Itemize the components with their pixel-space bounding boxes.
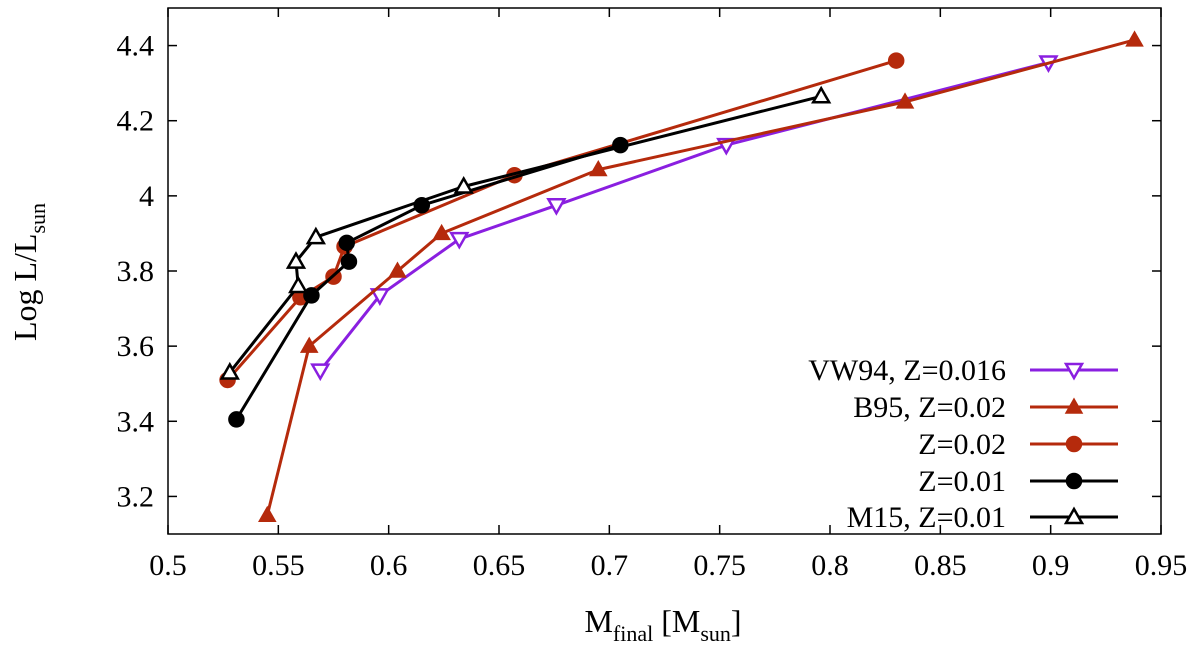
plot-frame (167, 7, 1162, 535)
data-point (285, 251, 307, 269)
data-point (340, 253, 358, 270)
y-axis-title: Log L/Lsun (7, 203, 50, 341)
data-point (1125, 30, 1144, 47)
data-point (449, 231, 470, 250)
x-tick-label: 0.6 (370, 549, 408, 582)
x-tick-label: 0.7 (591, 549, 629, 582)
legend-label: VW94, Z=0.016 (808, 354, 1006, 387)
legend-marker (1063, 362, 1085, 381)
y-tick-label: 3.6 (117, 330, 155, 363)
plot-area (167, 7, 1162, 535)
data-point (228, 411, 245, 428)
legend-label: B95, Z=0.02 (853, 391, 1006, 424)
data-point (338, 234, 355, 252)
y-tick-label: 3.4 (117, 405, 155, 438)
legend-marker (1065, 472, 1083, 490)
series-layer (219, 30, 1144, 522)
y-tick-label: 4.2 (117, 105, 155, 138)
series-line (226, 59, 897, 381)
data-point (310, 363, 331, 382)
ticks-layer: 0.5 0.55 0.6 0.65 0.7 0.75 0.8 0.85 0.9 0.95 3.2 3.… (117, 8, 1188, 582)
legend-item: Z=0.01 (918, 465, 1118, 498)
legend-label: Z=0.02 (918, 428, 1006, 461)
x-tick-label: 0.8 (811, 549, 849, 582)
data-point (453, 175, 474, 194)
x-tick-label: 0.65 (473, 549, 526, 582)
series-0 (310, 55, 1059, 382)
x-tick-label: 0.85 (914, 549, 967, 582)
data-point (388, 261, 407, 278)
data-point (895, 92, 915, 109)
legend-item: Z=0.02 (918, 428, 1118, 461)
data-point (546, 198, 567, 216)
y-tick-label: 4.4 (117, 30, 155, 63)
data-point (589, 160, 608, 177)
series-line (228, 94, 822, 374)
x-tick-label: 0.9 (1032, 549, 1070, 582)
series-2 (219, 52, 905, 389)
data-point (219, 361, 240, 380)
data-point (432, 223, 451, 241)
data-point (305, 226, 327, 245)
x-tick-label: 0.95 (1135, 549, 1188, 582)
series-1 (258, 30, 1144, 522)
x-tick-label: 0.5 (149, 549, 187, 582)
y-tick-label: 3.8 (117, 255, 155, 288)
data-point (369, 288, 390, 306)
legend-item: VW94, Z=0.016 (808, 354, 1118, 387)
legend-label: Z=0.01 (918, 465, 1006, 498)
series-4 (219, 85, 832, 380)
series-line (235, 143, 621, 421)
data-point (299, 336, 319, 353)
legend-marker (1064, 397, 1084, 414)
legend-item: B95, Z=0.02 (853, 391, 1118, 424)
legend-marker (1063, 506, 1085, 525)
legend: VW94, Z=0.016 B95, Z=0.02 Z=0.02 Z=0.01M15,… (808, 354, 1118, 534)
data-point (258, 505, 277, 522)
legend-marker (1065, 435, 1083, 453)
x-axis-title: Mfinal [Msun] (584, 603, 741, 645)
legend-label: M15, Z=0.01 (847, 501, 1006, 534)
x-tick-label: 0.75 (693, 549, 746, 582)
legend-item: M15, Z=0.01 (847, 501, 1118, 534)
y-tick-label: 4 (139, 180, 154, 213)
series-line (319, 61, 1049, 372)
y-tick-label: 3.2 (117, 480, 155, 513)
data-point (288, 275, 309, 294)
data-point (887, 52, 905, 69)
data-point (303, 287, 320, 304)
x-tick-label: 0.55 (252, 549, 305, 582)
data-point (811, 85, 832, 104)
